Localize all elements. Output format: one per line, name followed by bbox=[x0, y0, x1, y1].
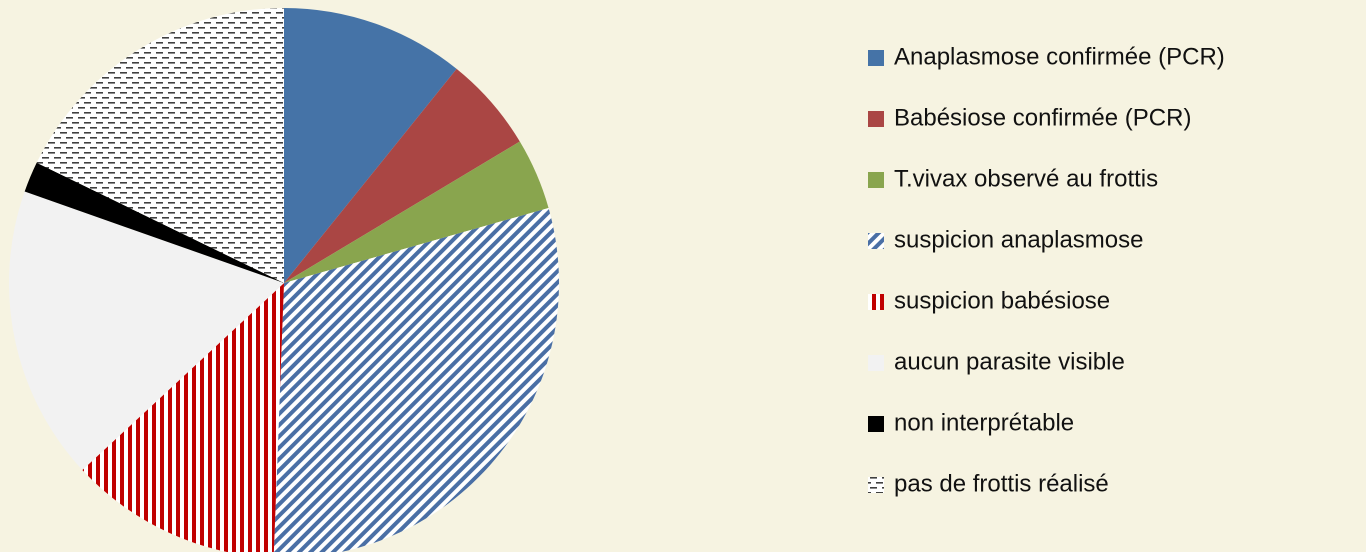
legend-swatch bbox=[868, 233, 884, 249]
pie-slice bbox=[284, 68, 520, 283]
legend-swatch bbox=[868, 294, 884, 310]
legend-label: Babésiose confirmée (PCR) bbox=[894, 104, 1191, 131]
legend-label: Anaplasmose confirmée (PCR) bbox=[894, 43, 1225, 70]
pie-slice bbox=[284, 141, 549, 283]
pie-slice bbox=[82, 283, 284, 552]
pie-slice bbox=[8, 191, 284, 470]
legend-label: pas de frottis réalisé bbox=[894, 470, 1109, 497]
pie-slice bbox=[24, 162, 284, 283]
legend-label: T.vivax observé au frottis bbox=[894, 165, 1158, 192]
legend-swatch bbox=[868, 50, 884, 66]
pie-slice bbox=[284, 8, 457, 283]
pie-slice bbox=[36, 8, 284, 283]
legend-label: non interprétable bbox=[894, 409, 1074, 436]
legend-label: aucun parasite visible bbox=[894, 348, 1125, 375]
legend-swatch bbox=[868, 477, 884, 493]
legend-swatch bbox=[868, 172, 884, 188]
pie-slice bbox=[273, 207, 559, 552]
legend-swatch bbox=[868, 111, 884, 127]
legend-label: suspicion anaplasmose bbox=[894, 226, 1143, 253]
legend-swatch bbox=[868, 355, 884, 371]
legend-swatch bbox=[868, 416, 884, 432]
legend-label: suspicion babésiose bbox=[894, 287, 1110, 314]
